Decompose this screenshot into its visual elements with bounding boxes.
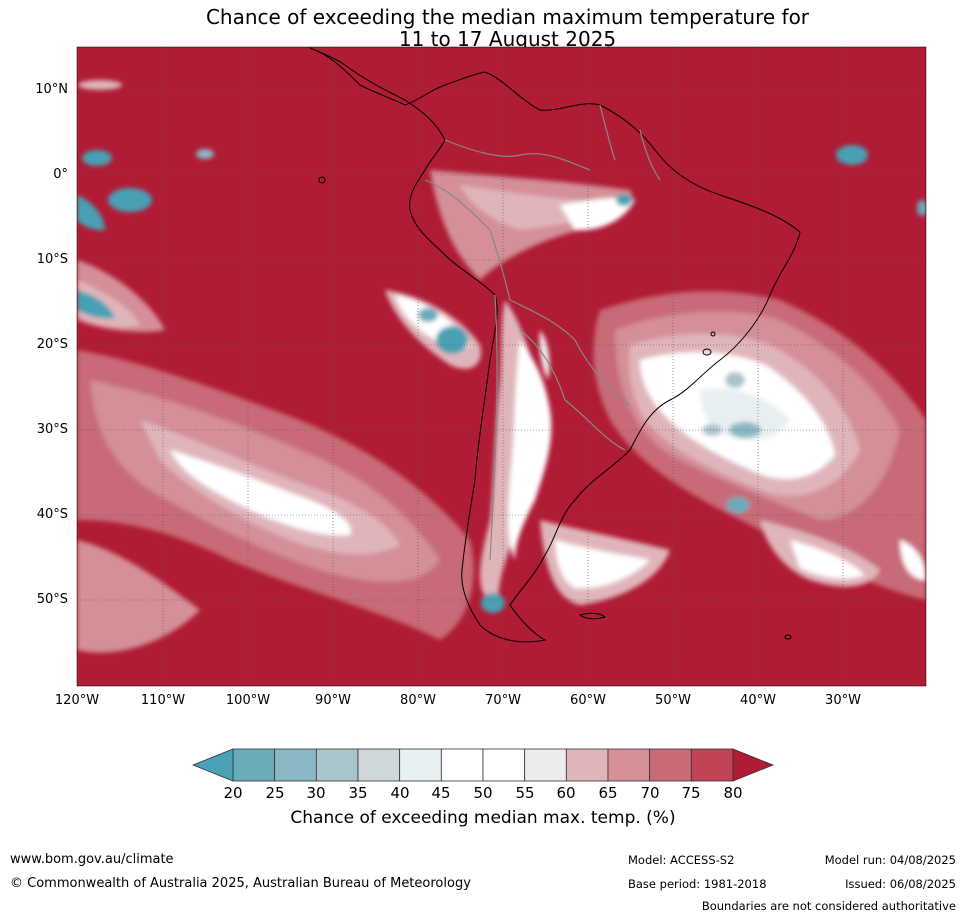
country-borders bbox=[424, 104, 661, 561]
lat-label-0: 0° bbox=[53, 167, 68, 182]
lon-label-60w: 60°W bbox=[570, 693, 606, 708]
south-america-anomalies bbox=[430, 170, 670, 613]
colorbar-tick-65: 65 bbox=[598, 784, 618, 802]
lat-label-10s: 10°S bbox=[36, 252, 68, 267]
lon-label-100w: 100°W bbox=[225, 693, 271, 708]
lat-label-20s: 20°S bbox=[36, 337, 68, 352]
colorbar-tick-30: 30 bbox=[306, 784, 326, 802]
east-pacific-patch bbox=[385, 290, 481, 369]
lon-label-30w: 30°W bbox=[825, 693, 861, 708]
footer-disclaimer: Boundaries are not considered authoritat… bbox=[701, 899, 956, 913]
colorbar-title: Chance of exceeding median max. temp. (%… bbox=[290, 808, 676, 828]
map-frame bbox=[76, 46, 927, 687]
lon-label-90w: 90°W bbox=[315, 693, 351, 708]
colorbar-tick-25: 25 bbox=[265, 784, 285, 802]
footer-copyright: © Commonwealth of Australia 2025, Austra… bbox=[10, 876, 471, 891]
footer-model-run: Model run: 04/08/2025 bbox=[824, 853, 956, 867]
lat-label-50s: 50°S bbox=[36, 592, 68, 607]
islands bbox=[318, 176, 792, 640]
gridlines bbox=[77, 47, 926, 686]
pacific-anomaly-band bbox=[77, 80, 474, 653]
lon-label-50w: 50°W bbox=[655, 693, 691, 708]
lon-label-40w: 40°W bbox=[740, 693, 776, 708]
colorbar-tick-50: 50 bbox=[473, 784, 493, 802]
colorbar-tick-70: 70 bbox=[640, 784, 660, 802]
footer-issued: Issued: 06/08/2025 bbox=[845, 877, 956, 891]
colorbar-tick-45: 45 bbox=[431, 784, 451, 802]
lon-label-120w: 120°W bbox=[54, 693, 100, 708]
footer-website: www.bom.gov.au/climate bbox=[10, 852, 174, 867]
colorbar-tick-55: 55 bbox=[515, 784, 535, 802]
colorbar-tick-80: 80 bbox=[723, 784, 743, 802]
lat-label-10n: 10°N bbox=[35, 82, 68, 97]
colorbar-tick-35: 35 bbox=[348, 784, 368, 802]
lon-label-110w: 110°W bbox=[140, 693, 186, 708]
lon-label-80w: 80°W bbox=[400, 693, 436, 708]
map-title-line2: 11 to 17 August 2025 bbox=[398, 27, 617, 51]
map-title-line1: Chance of exceeding the median maximum t… bbox=[205, 5, 810, 29]
colorbar-tick-20: 20 bbox=[223, 784, 243, 802]
colorbar-tick-60: 60 bbox=[556, 784, 576, 802]
south-america-coastline bbox=[309, 47, 801, 643]
footer-model: Model: ACCESS-S2 bbox=[628, 853, 735, 867]
colorbar-tick-75: 75 bbox=[681, 784, 701, 802]
colorbar-tick-40: 40 bbox=[390, 784, 410, 802]
footer-base-period: Base period: 1981-2018 bbox=[628, 877, 767, 891]
lat-label-30s: 30°S bbox=[36, 422, 68, 437]
lat-label-40s: 40°S bbox=[36, 507, 68, 522]
lon-label-70w: 70°W bbox=[485, 693, 521, 708]
